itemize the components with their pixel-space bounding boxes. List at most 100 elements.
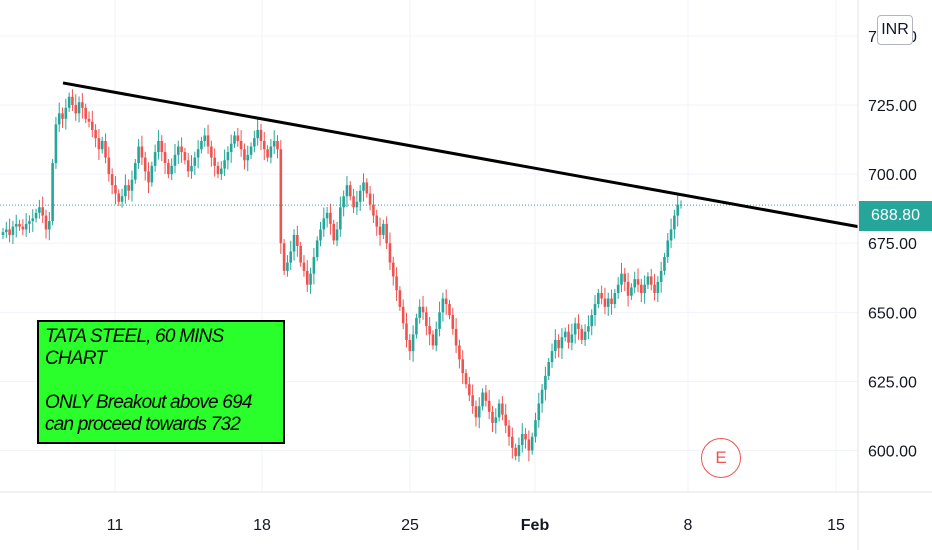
candle-body	[520, 433, 524, 446]
candle	[378, 217, 382, 246]
candle-body	[491, 411, 494, 423]
candle-body	[153, 152, 157, 166]
candle	[137, 139, 140, 169]
annotation-note[interactable]: TATA STEEL, 60 MINS CHART ONLY Breakout …	[37, 320, 285, 444]
candle-body	[51, 163, 54, 222]
candle	[292, 229, 296, 261]
candle-body	[640, 284, 643, 293]
candle	[216, 161, 220, 179]
candle-body	[590, 315, 594, 327]
candle	[64, 98, 68, 130]
candle	[365, 178, 369, 198]
candle-body	[302, 262, 306, 271]
candle-body	[458, 345, 461, 360]
candle-body	[239, 140, 243, 150]
candle	[289, 240, 293, 271]
candle	[646, 272, 650, 289]
candle	[104, 133, 107, 164]
candle-body	[38, 207, 41, 213]
candle	[530, 432, 534, 455]
candle-body	[84, 107, 87, 119]
candle-body	[511, 436, 514, 448]
candle-body	[405, 323, 408, 340]
candle	[653, 273, 656, 301]
candle-body	[348, 185, 352, 197]
candle	[527, 430, 531, 462]
candle-body	[34, 212, 38, 219]
last-price-tag: 688.80	[859, 201, 932, 231]
candle-body	[266, 149, 269, 158]
candle	[186, 152, 190, 178]
candle	[620, 262, 623, 293]
candle-body	[130, 179, 134, 191]
candle	[649, 268, 653, 291]
candle	[94, 124, 97, 148]
candle-body	[193, 157, 197, 166]
candle-body	[81, 102, 84, 108]
candle	[477, 397, 481, 429]
candle-body	[31, 218, 35, 222]
candle-body	[342, 196, 345, 208]
candle	[157, 130, 160, 160]
candle-body	[540, 389, 544, 404]
price-axis[interactable]: 750.00725.00700.00675.00650.00625.00600.…	[857, 0, 917, 550]
candle-body	[203, 135, 207, 141]
candle	[567, 324, 570, 349]
candle-body	[352, 196, 355, 208]
candle-body	[398, 290, 402, 307]
candle	[603, 287, 607, 315]
candle-body	[431, 334, 435, 346]
candle-body	[236, 135, 240, 141]
candle	[580, 324, 584, 345]
candle	[663, 252, 666, 276]
candle-body	[289, 251, 293, 263]
candle-body	[669, 229, 673, 241]
candle-body	[200, 140, 203, 150]
candle	[223, 149, 226, 177]
candle-body	[534, 420, 537, 437]
candle-body	[358, 190, 362, 202]
candle	[54, 116, 58, 169]
resistance-trendline[interactable]	[62, 81, 859, 229]
candle-body	[259, 129, 263, 141]
candle-body	[150, 165, 154, 183]
candle-body	[143, 157, 147, 172]
candle-body	[481, 392, 484, 407]
candle	[666, 233, 670, 263]
candle-body	[434, 328, 438, 346]
candle-body	[335, 229, 339, 241]
candle-body	[332, 223, 336, 241]
candle-body	[186, 160, 190, 172]
candle	[127, 179, 130, 200]
candle	[431, 330, 435, 350]
candle	[471, 384, 474, 414]
candle-body	[48, 221, 51, 230]
candle	[180, 137, 183, 163]
candle-body	[147, 171, 150, 183]
candle-body	[133, 163, 137, 180]
candle	[583, 324, 587, 346]
candle-body	[563, 331, 567, 338]
y-tick-label: 700.00	[868, 167, 917, 184]
candle	[24, 213, 28, 237]
candle-body	[173, 154, 177, 166]
candle	[537, 392, 541, 428]
candle-body	[474, 406, 478, 418]
candle	[501, 396, 504, 421]
candle-body	[339, 207, 342, 230]
time-axis[interactable]: 11 18 25 Feb 8 15	[0, 491, 932, 534]
candle	[623, 267, 627, 292]
candle	[428, 317, 431, 346]
currency-button[interactable]: INR	[877, 15, 913, 45]
candle	[173, 144, 177, 174]
candle-body	[213, 157, 216, 166]
candle	[517, 437, 521, 462]
candle-body	[530, 436, 534, 451]
candle	[110, 168, 114, 195]
candle	[163, 142, 167, 174]
candle	[183, 147, 187, 165]
candle-body	[296, 234, 299, 246]
earnings-event-icon[interactable]: E	[701, 438, 741, 478]
